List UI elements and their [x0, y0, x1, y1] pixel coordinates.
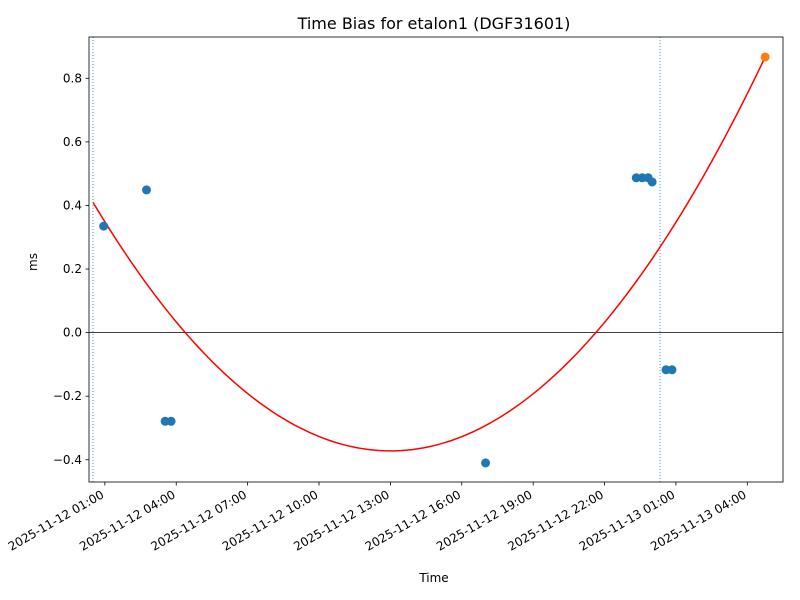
chart-title: Time Bias for etalon1 (DGF31601) [297, 14, 571, 33]
y-axis-label: ms [26, 253, 40, 271]
y-tick-label: 0.8 [63, 71, 82, 85]
data-point [481, 458, 491, 468]
y-tick-label: 0.6 [63, 135, 82, 149]
data-point [647, 177, 657, 187]
y-tick-label: 0.0 [63, 326, 82, 340]
data-point [166, 416, 176, 426]
x-axis-label: Time [418, 571, 448, 585]
plot-frame [88, 36, 784, 483]
y-tick-label: 0.2 [63, 262, 82, 276]
y-tick-label: −0.2 [53, 389, 82, 403]
latest-data-point [760, 52, 770, 62]
data-point [142, 185, 152, 195]
y-tick-label: −0.4 [53, 453, 82, 467]
fitted-curve-line [92, 56, 766, 452]
data-point [99, 221, 109, 231]
y-tick-label: 0.4 [63, 198, 82, 212]
data-point [667, 365, 677, 375]
